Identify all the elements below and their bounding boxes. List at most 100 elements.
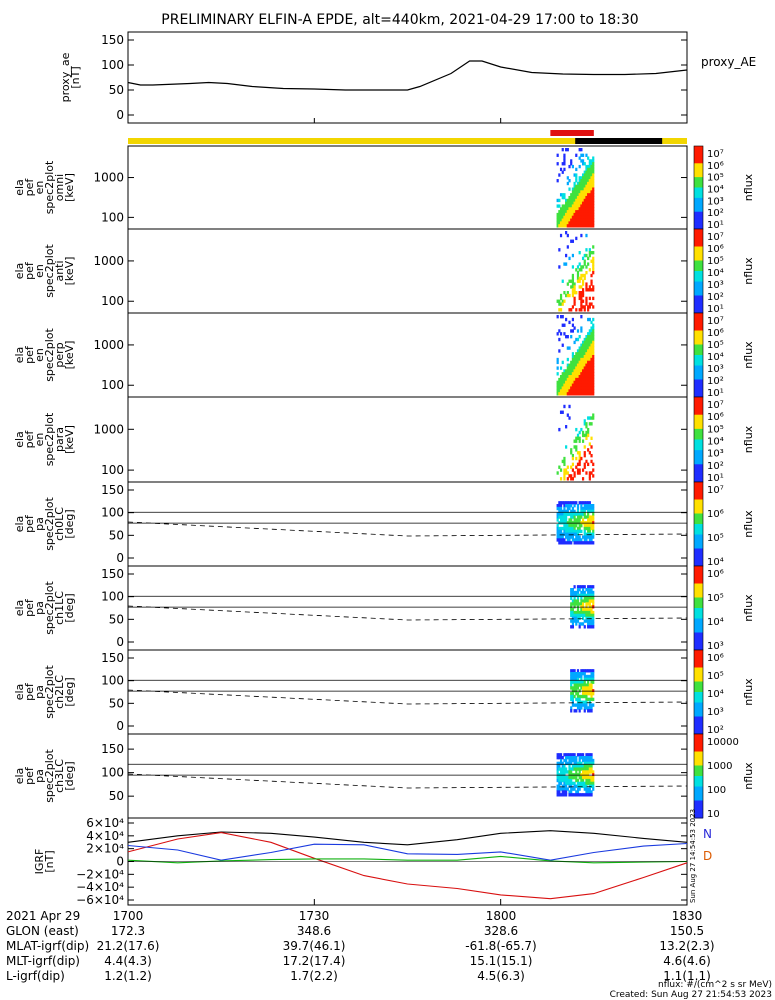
spectrogram-cell bbox=[571, 291, 575, 295]
panel-pa-ch0-frame bbox=[127, 481, 688, 567]
spectrogram-cell bbox=[590, 683, 593, 687]
dashed-boundary-line bbox=[127, 689, 688, 705]
spectrogram-cell bbox=[575, 593, 578, 598]
spectrogram-cell bbox=[573, 610, 576, 615]
spectrogram-cell bbox=[578, 195, 581, 200]
spectrogram-cell bbox=[590, 221, 593, 225]
spectrogram-cell bbox=[590, 677, 593, 682]
colorbar-segment bbox=[694, 313, 703, 317]
status-bar-black bbox=[575, 138, 663, 144]
spectrogram-cell bbox=[588, 375, 591, 379]
spectrogram-cell bbox=[573, 683, 576, 687]
spectrogram-cell bbox=[573, 524, 576, 528]
spectrogram-cell bbox=[576, 181, 580, 186]
spectrogram-cell bbox=[580, 512, 583, 516]
spectrogram-cell bbox=[578, 784, 581, 788]
spectrogram-cell bbox=[585, 697, 588, 702]
spectrogram-cell bbox=[578, 389, 581, 393]
spectrogram-cell bbox=[592, 173, 595, 177]
spectrogram-cell bbox=[587, 692, 590, 696]
spectrogram-cell bbox=[563, 529, 566, 534]
spectrogram-cell bbox=[570, 753, 573, 757]
spectrogram-cell bbox=[588, 170, 591, 174]
spectrogram-cell bbox=[587, 181, 590, 186]
spectrogram-cell bbox=[588, 181, 591, 186]
spectrogram-cell bbox=[570, 215, 573, 220]
spectrogram-cell bbox=[573, 386, 576, 390]
spectrogram-cell bbox=[578, 380, 581, 385]
spectrogram-cell bbox=[573, 599, 576, 603]
colorbar-segment bbox=[694, 678, 703, 682]
spectrogram-cell bbox=[571, 669, 575, 673]
spectrogram-cell bbox=[575, 357, 578, 362]
spectrogram-cell bbox=[556, 526, 559, 531]
footer-units: nflux: #/(cm^2 s sr MeV) bbox=[658, 980, 772, 990]
spectrogram-cell bbox=[573, 184, 576, 188]
spectrogram-cell bbox=[570, 451, 573, 455]
spectrogram-cell bbox=[583, 259, 586, 263]
spectrogram-cell bbox=[583, 703, 586, 707]
spectrogram-cell bbox=[580, 392, 583, 396]
spectrogram-cell bbox=[578, 357, 581, 362]
colorbar-segment bbox=[694, 489, 703, 493]
spectrogram-cell bbox=[581, 193, 585, 197]
spectrogram-cell bbox=[575, 686, 578, 690]
spectrogram-cell bbox=[571, 285, 575, 289]
panel-ae-ytick-label: 0 bbox=[116, 108, 124, 122]
spectrogram-cell bbox=[578, 700, 581, 704]
spectrogram-cell bbox=[558, 204, 561, 208]
colorbar-tick-label: 10⁵ bbox=[707, 256, 724, 267]
spectrogram-cell bbox=[585, 173, 588, 177]
spectrogram-cell bbox=[585, 164, 588, 169]
spectrogram-cell bbox=[575, 195, 578, 200]
spectrogram-cell bbox=[583, 253, 586, 258]
spectrogram-cell bbox=[568, 524, 571, 528]
spectrogram-cell bbox=[571, 453, 575, 458]
spectrogram-cell bbox=[565, 445, 568, 449]
spectrogram-cell bbox=[592, 256, 595, 261]
spectrogram-cell bbox=[576, 366, 580, 370]
spectrogram-cell bbox=[576, 224, 580, 228]
spectrogram-cell bbox=[571, 164, 575, 169]
colorbar-segment bbox=[694, 435, 703, 440]
spectrogram-cell bbox=[583, 357, 586, 362]
spectrogram-cell bbox=[578, 622, 581, 626]
spectrogram-cell bbox=[588, 366, 591, 370]
spectrogram-cell bbox=[580, 672, 583, 676]
spectrogram-cell bbox=[573, 204, 576, 208]
spectrogram-cell bbox=[587, 204, 590, 208]
colorbar-segment bbox=[694, 727, 703, 731]
colorbar-segment bbox=[694, 685, 703, 689]
spectrogram-cell bbox=[561, 377, 564, 382]
spectrogram-cell bbox=[576, 677, 580, 682]
spectrogram-cell bbox=[568, 532, 571, 536]
colorbar-segment bbox=[694, 688, 703, 693]
spectrogram-cell bbox=[587, 677, 590, 682]
colorbar-segment bbox=[694, 306, 703, 310]
colorbar-segment bbox=[694, 793, 703, 798]
spectrogram-cell bbox=[590, 360, 593, 365]
spectrogram-cell bbox=[571, 187, 575, 191]
spectrogram-cell bbox=[581, 784, 585, 788]
spectrogram-cell bbox=[592, 212, 595, 217]
spectrogram-cell bbox=[585, 335, 588, 339]
spectrogram-cell bbox=[566, 535, 569, 539]
spectrogram-cell bbox=[580, 793, 583, 797]
spectrogram-cell bbox=[583, 210, 586, 214]
spectrogram-cell bbox=[573, 753, 576, 757]
spectrogram-cell bbox=[563, 512, 566, 516]
spectrogram-cell bbox=[561, 386, 564, 390]
spectrogram-cell bbox=[566, 524, 569, 528]
spectrogram-cell bbox=[571, 380, 575, 385]
spectrogram-cell bbox=[578, 593, 581, 598]
spectrogram-cell bbox=[571, 590, 575, 595]
spectrogram-cell bbox=[576, 504, 580, 508]
panel-en-para-spectrogram bbox=[556, 404, 595, 481]
spectrogram-cell bbox=[581, 770, 585, 774]
colorbar-segment bbox=[694, 446, 703, 451]
spectrogram-cell bbox=[568, 386, 571, 390]
panel-pa-ch2-ytick-label: 50 bbox=[109, 696, 124, 710]
spectrogram-cell bbox=[566, 392, 569, 396]
